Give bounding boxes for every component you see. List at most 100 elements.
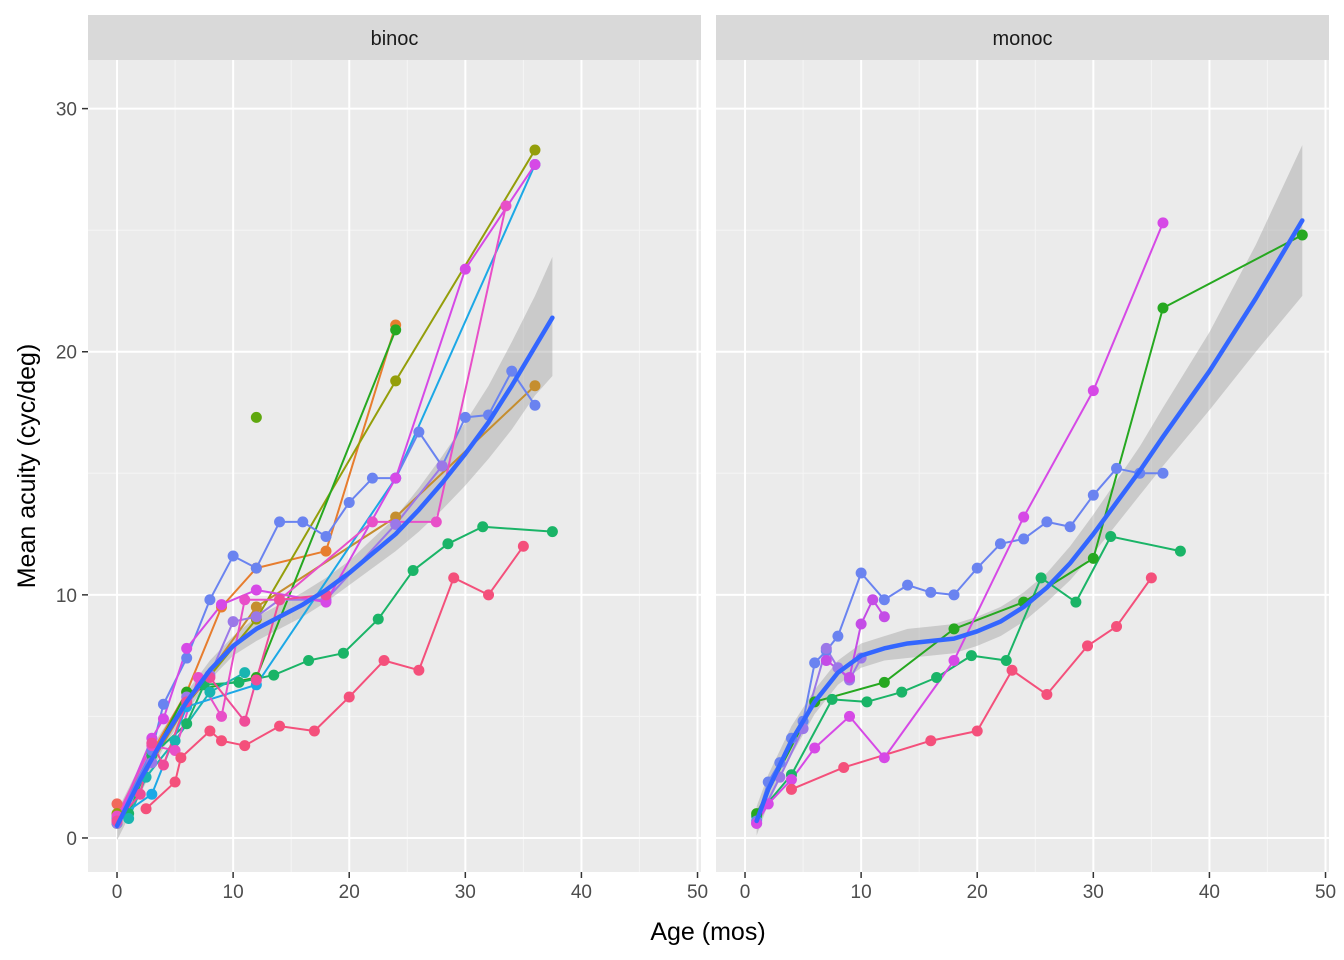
data-point	[878, 611, 890, 623]
smooth-trend-line	[754, 218, 1305, 824]
data-point	[413, 664, 425, 676]
data-point	[320, 545, 332, 557]
data-point	[785, 774, 797, 786]
data-point	[204, 594, 216, 606]
data-point	[1111, 462, 1123, 474]
data-point	[1064, 521, 1076, 533]
data-point	[157, 698, 169, 710]
strip-label-monoc: monoc	[992, 28, 1052, 50]
data-point	[227, 550, 239, 562]
data-point	[239, 594, 251, 606]
data-point	[878, 752, 890, 764]
data-point	[809, 742, 821, 754]
data-point	[216, 735, 228, 747]
data-point	[948, 623, 960, 635]
data-point	[366, 472, 378, 484]
data-point	[204, 686, 216, 698]
data-point	[844, 672, 856, 684]
x-axis-title: Age (mos)	[650, 918, 765, 946]
y-axis-title: Mean acuity (cyc/deg)	[13, 344, 41, 589]
data-point	[390, 472, 402, 484]
x-tick-label: 20	[967, 882, 988, 903]
data-point	[175, 752, 187, 764]
data-point	[303, 654, 315, 666]
data-point	[448, 572, 460, 584]
data-point	[1018, 511, 1030, 523]
data-point	[844, 710, 856, 722]
data-point	[390, 518, 402, 530]
data-point	[250, 584, 262, 596]
data-point	[867, 594, 879, 606]
series-line	[116, 164, 536, 820]
data-point	[971, 562, 983, 574]
data-point	[1035, 572, 1047, 584]
data-point	[529, 399, 541, 411]
x-tick-label: 0	[740, 882, 751, 903]
data-point	[529, 380, 541, 392]
data-point	[1296, 229, 1308, 241]
data-point	[1174, 545, 1186, 557]
data-point	[855, 567, 867, 579]
data-point	[378, 654, 390, 666]
data-point	[529, 159, 541, 171]
data-point	[826, 693, 838, 705]
data-point	[896, 686, 908, 698]
x-tick-label: 20	[339, 882, 360, 903]
data-point	[413, 426, 425, 438]
data-point	[320, 531, 332, 543]
data-point	[483, 589, 495, 601]
data-point	[250, 611, 262, 623]
data-point	[925, 735, 937, 747]
data-point	[250, 411, 262, 423]
gridlines	[88, 60, 701, 872]
data-point	[250, 601, 262, 613]
data-point	[1157, 302, 1169, 314]
data-point	[343, 691, 355, 703]
data-point	[390, 375, 402, 387]
data-point	[878, 676, 890, 688]
data-point	[216, 710, 228, 722]
data-point	[477, 521, 489, 533]
data-point	[861, 696, 873, 708]
data-point	[436, 460, 448, 472]
data-point	[1087, 489, 1099, 501]
data-point	[751, 817, 763, 829]
data-point	[268, 669, 280, 681]
strip-label-binoc: binoc	[371, 28, 419, 50]
data-point	[820, 654, 832, 666]
data-point	[181, 718, 193, 730]
y-tick-label: 30	[56, 100, 77, 121]
series-line	[116, 163, 536, 822]
data-point	[832, 630, 844, 642]
data-point	[233, 676, 245, 688]
data-point	[146, 788, 158, 800]
data-point	[146, 737, 158, 749]
data-point	[1041, 689, 1053, 701]
x-axis-binoc: 0 10 20 30 40 50	[112, 872, 708, 903]
data-point	[157, 759, 169, 771]
data-point	[372, 613, 384, 625]
data-point	[506, 365, 518, 377]
y-tick-label: 0	[66, 829, 77, 850]
data-point	[430, 516, 442, 528]
series-line	[145, 545, 525, 810]
data-point	[1082, 640, 1094, 652]
smooth-line	[114, 315, 555, 829]
data-point	[1087, 385, 1099, 397]
panel-binoc: binoc	[88, 15, 701, 872]
data-point	[204, 725, 216, 737]
data-point	[308, 725, 320, 737]
series-line	[755, 234, 1303, 815]
x-tick-label: 10	[851, 882, 872, 903]
data-point	[1006, 664, 1018, 676]
data-point	[216, 599, 228, 611]
x-tick-label: 0	[112, 882, 123, 903]
data-point	[785, 783, 797, 795]
data-point	[366, 516, 378, 528]
data-point	[274, 594, 286, 606]
data-point	[925, 586, 937, 598]
series-line	[755, 222, 1164, 824]
data-point	[169, 735, 181, 747]
data-point	[1157, 217, 1169, 229]
